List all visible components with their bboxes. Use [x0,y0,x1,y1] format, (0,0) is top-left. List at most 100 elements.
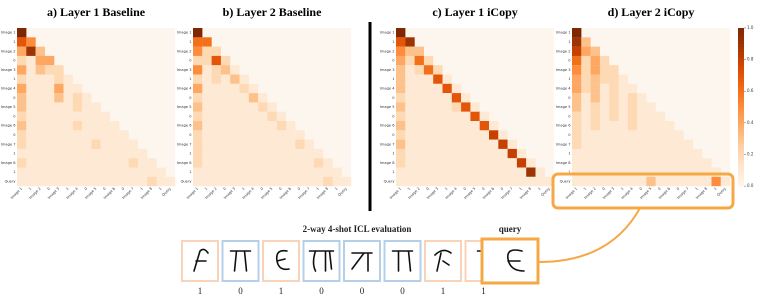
heat-cell [286,148,296,159]
heat-cell [423,55,434,66]
heat-cell [516,148,527,159]
heat-cell [414,121,424,131]
y-tick-label: Image 6 [177,124,192,128]
heat-cell [313,158,324,168]
colorbar-step [738,151,744,155]
y-tick-label: Image 4 [1,86,16,90]
y-tick-label: 1 [13,170,15,174]
colorbar-step [738,149,744,153]
heat-cell [414,55,424,66]
y-tick-label: 1 [13,77,15,81]
heat-cell [479,176,490,187]
heat-cell [461,102,471,112]
heat-cell [202,176,212,187]
support-label: 0 [360,286,365,296]
heat-cell [702,158,712,168]
x-tick-label: 0 [260,186,265,191]
heat-cell [258,139,268,149]
heat-cell [128,176,138,187]
heat-cell [54,93,64,103]
colorbar-step [738,70,744,74]
y-tick-label: 1 [392,170,394,174]
x-tick-label: Query [540,186,551,197]
heat-cell [100,139,111,149]
colorbar-step [738,154,744,158]
support-box [221,240,260,282]
heat-cell [599,83,610,94]
heat-cell [202,121,212,131]
heat-cell [17,46,27,56]
heat-cell [44,139,55,149]
heat-cell [572,83,582,94]
y-tick-label: Image 2 [556,49,571,53]
heat-cell [110,148,120,159]
heat-cell [581,121,591,131]
heat-cell [63,130,73,140]
heat-cell [295,167,305,177]
heat-cell [110,158,120,168]
y-tick-label: 1 [189,77,191,81]
heat-cell [609,158,619,168]
heat-cell [423,111,434,122]
heat-cell [396,176,406,187]
heat-cell [267,111,277,122]
heat-cell [692,158,703,168]
heat-cell [590,130,600,140]
colorbar-step [738,167,744,171]
heat-cell [618,111,628,122]
heat-cell [405,111,415,122]
colorbar-step [738,46,744,50]
heat-cell [433,93,443,103]
heat-cell [423,65,434,75]
heat-cell [17,148,27,159]
heat-cell [572,46,582,56]
heat-cell [609,102,619,112]
heat-cell [414,111,424,122]
heat-cell [461,130,471,140]
heat-cell [128,148,138,159]
heat-cell [17,83,27,94]
heat-cell [72,93,83,103]
heat-cell [202,158,212,168]
heat-cell [581,74,591,84]
heat-cell [507,176,517,187]
y-tick-label: 0 [189,114,192,118]
heat-cell [599,102,610,112]
heat-cell [230,139,240,149]
heat-cell [295,130,305,140]
heat-cell [451,148,462,159]
y-tick-label: Image 6 [1,124,16,128]
heat-cell [646,102,656,112]
heat-cell [286,139,296,149]
heat-cell [674,176,684,187]
heat-cell [26,139,36,149]
heat-cell [26,176,36,187]
heat-cell [516,167,527,177]
heat-cell [581,93,591,103]
heat-cell [489,167,499,177]
heat-cell [609,139,619,149]
heat-cell [702,176,712,187]
heat-cell [405,55,415,66]
heat-cell [414,158,424,168]
heat-cell [35,176,45,187]
heat-cell [396,55,406,66]
heat-cell [396,148,406,159]
x-tick-label: 0 [676,186,681,191]
heat-cell [479,148,490,159]
heat-cell [220,167,231,177]
heat-cell [423,102,434,112]
heat-cell [26,65,36,75]
heat-cell [276,139,287,149]
colorbar-step [738,41,744,45]
heat-cell [618,130,628,140]
heat-cell [286,176,296,187]
heat-cell [655,139,666,149]
y-tick-label: 1 [392,40,394,44]
heat-cell [26,83,36,94]
x-tick-label: 1 [158,187,162,191]
heat-cell [665,167,675,177]
colorbar-step [738,49,744,53]
x-tick-label: 0 [426,186,431,191]
heat-cell [248,139,259,149]
